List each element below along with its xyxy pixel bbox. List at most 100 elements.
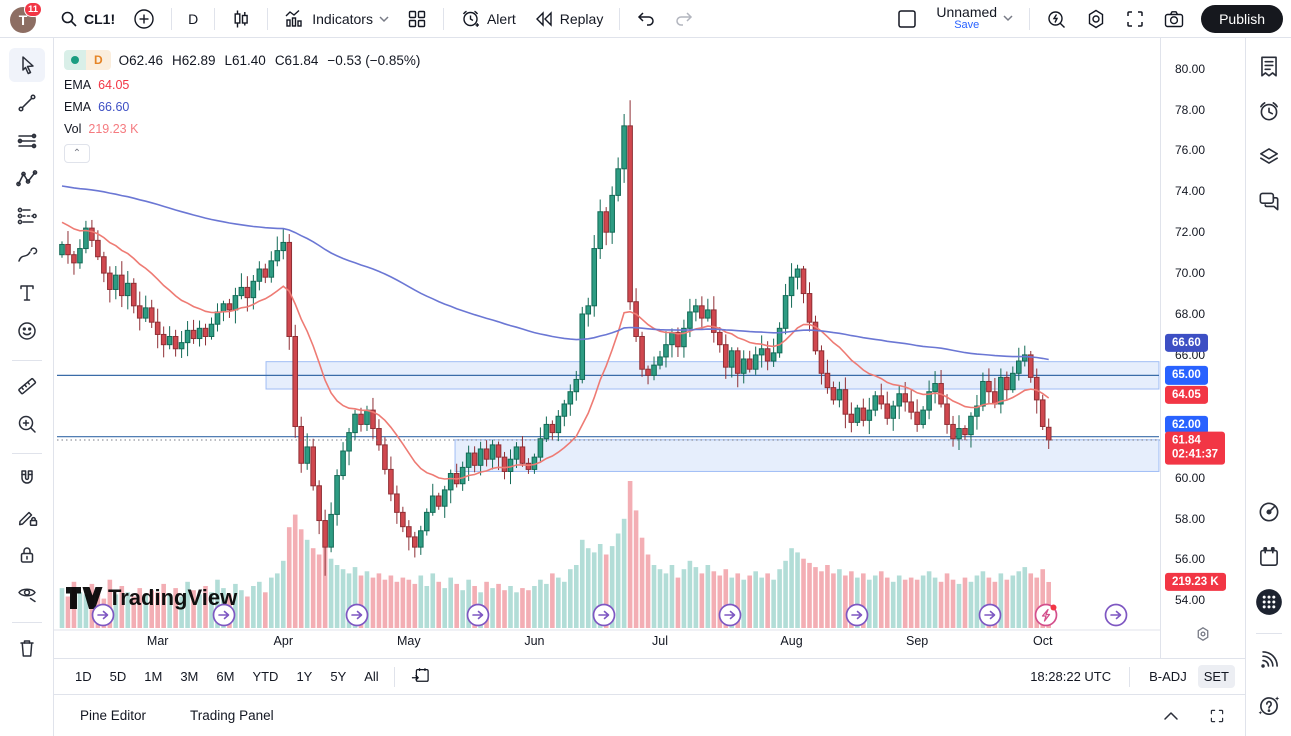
candle-body <box>717 331 723 346</box>
contract-rollover-marker[interactable] <box>466 603 490 627</box>
panel-expand-button[interactable] <box>1157 704 1185 728</box>
screenshot-button[interactable] <box>1155 5 1193 33</box>
volume-legend[interactable]: Vol 219.23 K <box>64 122 420 136</box>
help-icon[interactable] <box>1249 685 1289 725</box>
range-button-ytd[interactable]: YTD <box>245 665 285 688</box>
symbol-name: CL1! <box>84 10 116 27</box>
indicators-button[interactable]: Indicators <box>276 5 397 33</box>
quick-search-button[interactable] <box>1038 4 1075 33</box>
range-button-all[interactable]: All <box>357 665 385 688</box>
ema-slow-legend[interactable]: EMA 66.60 <box>64 100 420 114</box>
volume-bar <box>633 510 639 628</box>
watchlist-icon[interactable] <box>1249 46 1289 86</box>
text-tool[interactable] <box>9 276 45 310</box>
lock-all-tool[interactable] <box>9 538 45 572</box>
latest-rollover-marker[interactable] <box>1034 603 1058 627</box>
contract-rollover-marker[interactable] <box>1104 603 1128 627</box>
contract-rollover-marker[interactable] <box>592 603 616 627</box>
adjustment-toggle[interactable]: B-ADJ <box>1142 665 1194 688</box>
volume-bar <box>532 586 537 628</box>
calendar-icon[interactable] <box>1249 537 1289 577</box>
object-tree-icon[interactable] <box>1249 136 1289 176</box>
volume-value: 219.23 K <box>88 122 139 136</box>
candle-body <box>89 227 95 241</box>
hide-all-tool[interactable] <box>9 576 45 610</box>
symbol-search-button[interactable]: CL1! <box>52 6 123 32</box>
trend-line-tool[interactable] <box>9 86 45 120</box>
range-button-1y[interactable]: 1Y <box>289 665 319 688</box>
axis-settings-icon[interactable] <box>1195 626 1211 645</box>
contract-rollover-marker[interactable] <box>845 603 869 627</box>
volume-bar <box>591 552 597 628</box>
chat-icon[interactable] <box>1249 181 1289 221</box>
legend-collapse-button[interactable]: ⌃ <box>64 144 90 163</box>
cursor-tool[interactable] <box>8 48 45 82</box>
indicators-label: Indicators <box>312 10 373 27</box>
clock[interactable]: 18:28:22 UTC <box>1030 669 1112 684</box>
candle-body <box>968 415 974 436</box>
contract-rollover-marker[interactable] <box>345 603 369 627</box>
streams-icon[interactable] <box>1249 640 1289 680</box>
candle-body <box>376 428 382 446</box>
redo-button[interactable] <box>666 6 702 32</box>
panel-maximize-button[interactable] <box>1203 704 1231 728</box>
fullscreen-button[interactable] <box>1117 5 1153 33</box>
indicator-templates-button[interactable] <box>399 5 435 33</box>
range-button-5d[interactable]: 5D <box>103 665 134 688</box>
candle-body <box>95 239 101 258</box>
interval-button[interactable]: D <box>180 7 206 31</box>
volume-bar <box>442 588 448 628</box>
alert-button[interactable]: Alert <box>452 4 524 33</box>
measure-tool[interactable] <box>9 369 45 403</box>
projection-tool[interactable] <box>9 200 45 234</box>
volume-bar <box>609 546 615 628</box>
fib-retracement-tool[interactable] <box>9 124 45 158</box>
range-button-6m[interactable]: 6M <box>209 665 241 688</box>
contract-rollover-marker[interactable] <box>718 603 742 627</box>
compare-add-symbol-button[interactable] <box>125 4 163 34</box>
volume-bar <box>579 539 585 628</box>
go-to-date-button[interactable] <box>403 662 437 691</box>
range-button-5y[interactable]: 5Y <box>323 665 353 688</box>
apps-grid-icon[interactable] <box>1249 582 1289 622</box>
layout-name-button[interactable]: Unnamed Save <box>928 1 1021 35</box>
contract-rollover-marker[interactable] <box>91 603 115 627</box>
pattern-tool[interactable] <box>9 162 45 196</box>
contract-rollover-marker[interactable] <box>212 603 236 627</box>
ema-fast-legend[interactable]: EMA 64.05 <box>64 78 420 92</box>
toolbar-separator <box>1029 7 1031 30</box>
remove-drawings-tool[interactable] <box>9 631 45 665</box>
user-menu-button[interactable]: T 11 <box>10 1 42 34</box>
range-button-1m[interactable]: 1M <box>137 665 169 688</box>
publish-button[interactable]: Publish <box>1201 4 1283 33</box>
layout-select-button[interactable] <box>888 4 926 34</box>
fullscreen-icon <box>1127 10 1143 27</box>
replay-button[interactable]: Replay <box>526 6 612 32</box>
pine-editor-tab[interactable]: Pine Editor <box>70 702 156 729</box>
brush-tool[interactable] <box>9 238 45 272</box>
chart-style-button[interactable] <box>223 5 259 33</box>
range-button-1d[interactable]: 1D <box>68 665 99 688</box>
zoom-in-tool[interactable] <box>9 407 45 441</box>
candle-body <box>1010 372 1016 391</box>
candle-body <box>537 438 544 458</box>
session-toggle[interactable]: SET <box>1197 665 1235 688</box>
alerts-icon[interactable] <box>1249 91 1289 131</box>
screener-icon[interactable] <box>1249 492 1289 532</box>
contract-rollover-marker[interactable] <box>978 603 1002 627</box>
trading-panel-tab[interactable]: Trading Panel <box>180 702 284 729</box>
save-label[interactable]: Save <box>954 19 980 32</box>
toolbar-divider <box>11 360 42 361</box>
series-chip[interactable]: D <box>64 50 111 70</box>
undo-button[interactable] <box>628 6 664 32</box>
chart-legend: D O62.46 H62.89 L61.40 C61.84 −0.53 (−0.… <box>64 50 420 163</box>
price-axis[interactable]: 80.00 78.00 76.00 74.00 72.00 70.00 68.00 66.00… <box>1160 38 1245 658</box>
magnet-tool[interactable] <box>9 462 45 496</box>
price-chart[interactable]: TradingView Mar Apr May Jun Jul Aug Sep Oct <box>54 38 1160 658</box>
emoji-tool[interactable] <box>9 314 45 348</box>
range-button-3m[interactable]: 3M <box>173 665 205 688</box>
volume-bar <box>843 575 848 628</box>
chart-settings-button[interactable] <box>1077 4 1115 34</box>
drawing-mode-tool[interactable] <box>9 500 45 534</box>
candle-body <box>663 344 669 358</box>
